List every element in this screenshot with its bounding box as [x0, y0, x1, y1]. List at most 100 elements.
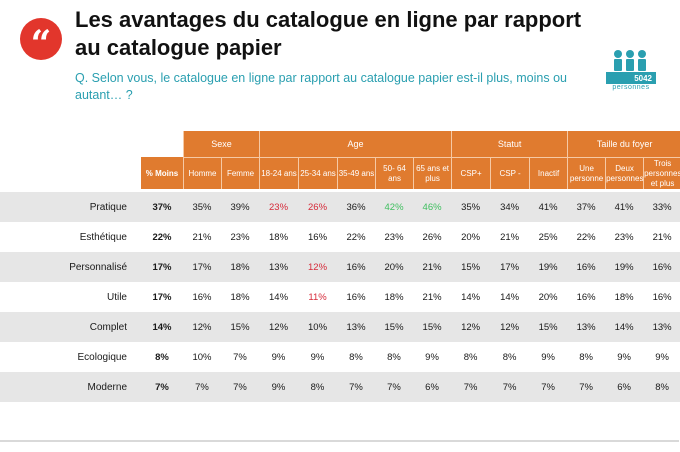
table-row: Complet 14% 12% 15% 12% 10% 13% 15% 15% 12% 12% 15%… — [0, 312, 680, 342]
table-cell: 16% — [192, 291, 212, 303]
table-cell: 42% — [375, 192, 414, 222]
table-cell: 17% — [490, 252, 530, 282]
row-label: Personnalisé — [0, 252, 141, 282]
table-cell: 7% — [183, 372, 221, 402]
table-cell: 8% — [298, 372, 338, 402]
column-header: 35-49 ans — [337, 157, 376, 189]
table-cell: 8% — [387, 351, 401, 363]
row-label: Utile — [106, 291, 127, 303]
table-cell: 20% — [461, 231, 481, 243]
table-cell: 21% — [422, 291, 442, 303]
table-row: Utile 17% 16% 18% 14% 11% 16% 18% 21% 14% 14% 20% 16… — [0, 282, 680, 312]
divider — [0, 440, 679, 442]
table-cell: 9% — [617, 351, 631, 363]
table-cell: 46% — [413, 192, 452, 222]
table-cell: 19% — [605, 252, 644, 282]
survey-question: Q. Selon vous, le catalogue en ligne par… — [75, 71, 567, 102]
table-cell: 14% — [605, 312, 644, 342]
column-header: Deux personnes — [605, 157, 643, 189]
table-cell: 21% — [652, 231, 672, 243]
table-cell: 9% — [259, 372, 299, 402]
table-cell: 22% — [346, 231, 366, 243]
table-cell: 10% — [298, 312, 338, 342]
table-cell: 26% — [298, 192, 338, 222]
table-cell: 16% — [346, 291, 366, 303]
column-header: CSP - — [490, 157, 530, 189]
table-cell: 6% — [413, 372, 452, 402]
table-cell: 18% — [269, 231, 289, 243]
column-header: 50- 64 ans — [375, 157, 414, 189]
group-header: Sexe — [183, 131, 260, 157]
table-cell: 9% — [425, 351, 439, 363]
table-cell: 8% — [643, 372, 680, 402]
table-cell: 35% — [451, 192, 491, 222]
table-cell: 7% — [529, 372, 568, 402]
table-cell: 21% — [500, 231, 520, 243]
table-cell: 14% — [461, 291, 481, 303]
table-cell: 12% — [451, 312, 491, 342]
row-label: Esthétique — [79, 231, 127, 243]
column-header: 25-34 ans — [298, 157, 338, 189]
table-cell: 7% — [451, 372, 491, 402]
table-cell: 13% — [259, 252, 299, 282]
table-cell: 37% — [567, 192, 606, 222]
table-cell: 18% — [221, 252, 260, 282]
column-header: 65 ans et plus — [413, 157, 452, 189]
row-total: 7% — [141, 372, 183, 402]
column-header: Inactif — [529, 157, 568, 189]
table-cell: 16% — [337, 252, 376, 282]
table-cell: 12% — [183, 312, 221, 342]
table-cell: 23% — [614, 231, 634, 243]
table-cell: 13% — [567, 312, 606, 342]
table-cell: 23% — [259, 192, 299, 222]
table-cell: 34% — [490, 192, 530, 222]
column-header: Une personne — [567, 157, 606, 189]
table-cell: 21% — [413, 252, 452, 282]
group-header: Statut — [451, 131, 568, 157]
group-header: Taille du foyer — [567, 131, 680, 157]
table-cell: 9% — [271, 351, 286, 363]
sample-label: personnes — [612, 84, 650, 91]
table-cell: 8% — [463, 351, 478, 363]
table-cell: 11% — [308, 291, 327, 303]
table-cell: 14% — [500, 291, 520, 303]
table-cell: 10% — [192, 351, 212, 363]
table-cell: 16% — [576, 291, 596, 303]
column-header: CSP+ — [451, 157, 491, 189]
table-cell: 16% — [308, 231, 328, 243]
row-label: Ecologique — [77, 351, 127, 363]
table-cell: 7% — [567, 372, 606, 402]
table-cell: 16% — [567, 252, 606, 282]
column-header: Homme — [183, 157, 221, 189]
sample-count: 5042 — [606, 72, 656, 84]
table-cell: 15% — [451, 252, 491, 282]
table-cell: 20% — [375, 252, 414, 282]
table-cell: 22% — [576, 231, 596, 243]
table-cell: 33% — [643, 192, 680, 222]
table-cell: 18% — [384, 291, 404, 303]
people-group-icon — [614, 50, 646, 71]
row-label: Pratique — [0, 192, 141, 222]
table-row: Esthétique 22% 21% 23% 18% 16% 22% 23% 26% 20% 21%… — [0, 222, 680, 252]
row-total: 22% — [152, 231, 172, 243]
group-header: Age — [259, 131, 452, 157]
table-cell: 7% — [221, 372, 260, 402]
table-cell: 9% — [655, 351, 669, 363]
table-cell: 41% — [605, 192, 644, 222]
table-cell: 15% — [375, 312, 414, 342]
table-row: Personnalisé 17% 17% 18% 13% 12% 16% 20% 21% 15% 1… — [0, 252, 680, 282]
row-label: Complet — [0, 312, 141, 342]
column-header: 18-24 ans — [259, 157, 299, 189]
table-cell: 16% — [652, 291, 672, 303]
table-cell: 12% — [490, 312, 530, 342]
table-cell: 21% — [192, 231, 212, 243]
table-cell: 7% — [490, 372, 530, 402]
row-label: Moderne — [0, 372, 141, 402]
results-table: Sexe Age Statut Taille du foyer % Moins … — [0, 131, 680, 402]
table-cell: 15% — [529, 312, 568, 342]
table-row: Moderne 7% 7% 7% 9% 8% 7% 7% 6% 7% 7% 7% 7% 6% 8% — [0, 372, 680, 402]
column-header: Trois personnes et plus — [643, 157, 680, 189]
row-total: 17% — [141, 252, 183, 282]
table-cell: 15% — [413, 312, 452, 342]
table-row: Ecologique 8% 10% 7% 9% 9% 8% 8% 9% 8% 8% 9% 8% 9% 9% — [0, 342, 680, 372]
